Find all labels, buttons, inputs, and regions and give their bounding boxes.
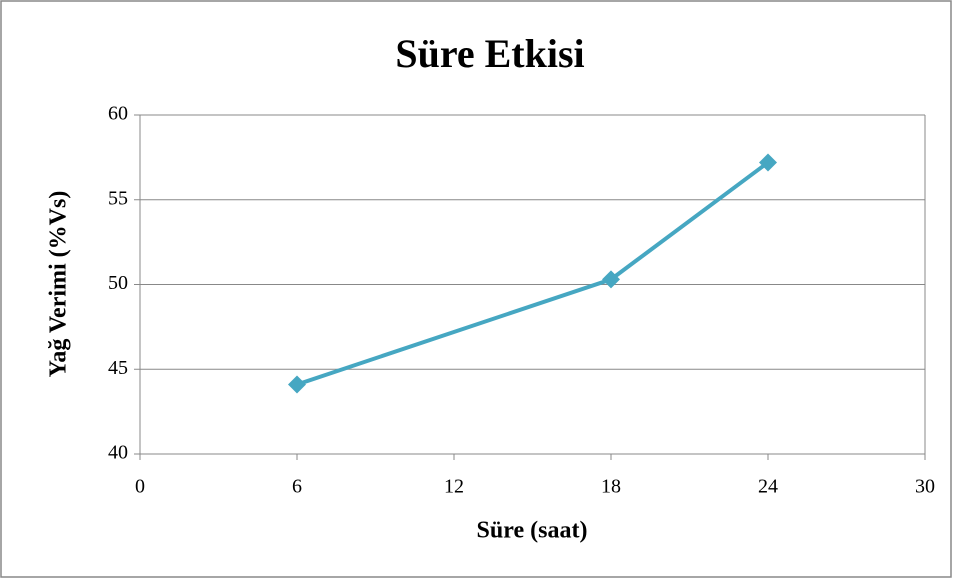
y-tick-label: 45: [108, 357, 128, 379]
x-tick-label: 18: [601, 476, 621, 498]
data-point: [288, 375, 306, 394]
data-point: [602, 270, 620, 289]
y-tick-label: 40: [108, 442, 128, 464]
y-tick-label: 55: [108, 187, 128, 209]
x-tick-label: 12: [444, 476, 464, 498]
y-axis-label: Yağ Verimi (%Vs): [46, 191, 72, 378]
x-tick-label: 6: [292, 476, 302, 498]
chart-title: Süre Etkisi: [395, 31, 584, 76]
data-point: [759, 153, 777, 172]
x-tick-label: 30: [915, 476, 935, 498]
x-axis-label: Süre (saat): [477, 518, 588, 544]
x-tick-label: 24: [758, 476, 778, 498]
x-tick-label: 0: [135, 476, 145, 498]
y-tick-label: 50: [108, 272, 128, 294]
y-tick-label: 60: [108, 103, 128, 125]
